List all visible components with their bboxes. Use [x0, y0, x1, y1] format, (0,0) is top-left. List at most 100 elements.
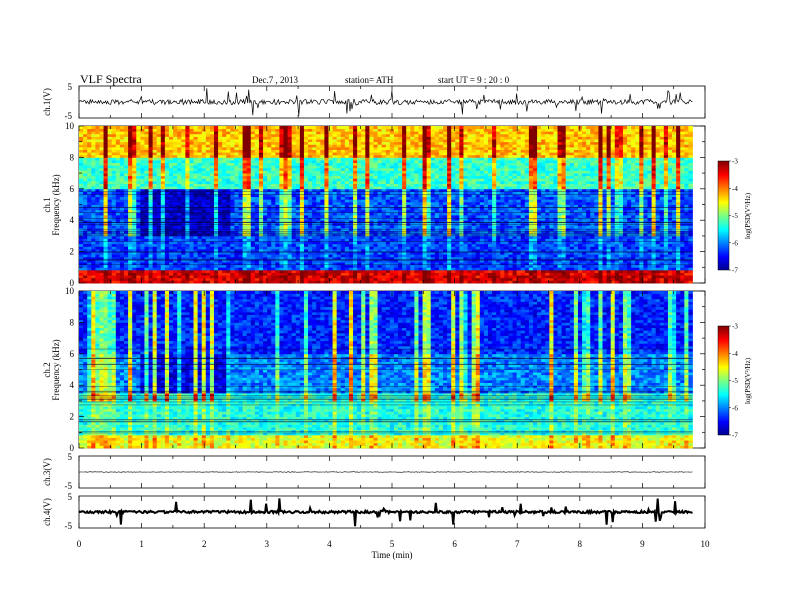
spectrogram-cell	[87, 220, 92, 224]
spectrogram-cell	[373, 259, 378, 263]
spectrogram-cell	[618, 251, 624, 255]
spectrogram-cell	[283, 246, 288, 250]
spectrogram-cell	[291, 214, 297, 218]
spectrogram-cell	[410, 262, 415, 266]
spectrogram-cell	[83, 220, 88, 224]
spectrogram-cell	[123, 248, 129, 252]
spectrogram-cell	[406, 256, 411, 260]
spectrogram-cell	[639, 262, 644, 266]
spectrogram-cell	[663, 196, 669, 200]
spectrogram-cell	[111, 275, 117, 279]
spectrogram-cell	[324, 217, 329, 221]
spectrogram-cell	[132, 238, 137, 242]
spectrogram-cell	[459, 272, 464, 276]
spectrogram-cell	[553, 277, 558, 281]
spectrogram-cell	[610, 235, 616, 239]
spectrogram-cell	[295, 248, 301, 252]
spectrogram-cell	[140, 201, 145, 205]
spectrogram-cell	[209, 267, 215, 271]
spectrogram-cell	[430, 262, 436, 266]
spectrogram-cell	[213, 272, 219, 276]
spectrogram-cell	[209, 201, 215, 205]
spectrogram-cell	[213, 275, 219, 279]
spectrogram-cell	[655, 225, 661, 229]
spectrogram-cell	[557, 248, 562, 252]
spectrogram-cell	[222, 243, 227, 247]
spectrogram-cell	[655, 241, 661, 245]
spectrogram-cell	[545, 235, 550, 239]
spectrogram-cell	[177, 214, 182, 218]
spectrogram-cell	[361, 222, 366, 226]
spectrogram-cell	[639, 246, 644, 250]
spectrogram-cell	[385, 217, 391, 221]
spectrogram-cell	[537, 256, 542, 260]
spectrogram-cell	[91, 235, 96, 239]
spectrogram-cell	[336, 233, 342, 237]
spectrogram-cell	[132, 233, 137, 237]
spectrogram-cell	[426, 214, 432, 218]
spectrogram-cell	[402, 212, 407, 216]
spectrogram-cell	[684, 259, 689, 263]
spectrogram-cell	[655, 199, 661, 203]
spectrogram-cell	[308, 196, 313, 200]
spectrogram-cell	[320, 225, 325, 229]
spectrogram-cell	[144, 248, 149, 252]
spectrogram-cell	[328, 230, 333, 234]
spectrogram-cell	[218, 241, 223, 245]
spectrogram-cell	[569, 230, 575, 234]
spectrogram-cell	[283, 277, 288, 281]
spectrogram-cell	[459, 259, 464, 263]
spectrogram-cell	[684, 207, 689, 211]
spectrogram-cell	[132, 214, 137, 218]
spectrogram-cell	[197, 212, 203, 216]
spectrogram-cell	[361, 246, 366, 250]
spectrogram-cell	[393, 243, 399, 247]
spectrogram-cell	[508, 267, 513, 271]
spectrogram-cell	[218, 207, 223, 211]
spectrogram-cell	[393, 207, 399, 211]
spectrogram-cell	[680, 233, 685, 237]
spectrogram-cell	[250, 256, 256, 260]
spectrogram-cell	[316, 217, 321, 221]
spectrogram-cell	[377, 280, 383, 284]
spectrogram-cell	[389, 204, 395, 208]
spectrogram-cell	[279, 199, 284, 203]
spectrogram-cell	[512, 225, 518, 229]
spectrogram-cell	[520, 248, 526, 252]
spectrogram-cell	[475, 212, 481, 216]
spectrogram-cell	[254, 275, 260, 279]
spectrogram-cell	[291, 267, 297, 271]
spectrogram-cell	[520, 207, 526, 211]
spectrogram-cell	[443, 209, 448, 213]
spectrogram-cell	[573, 230, 579, 234]
spectrogram-cell	[148, 262, 154, 266]
spectrogram-cell	[271, 275, 276, 279]
spectrogram-cell	[263, 243, 268, 247]
spectrogram-cell	[168, 217, 174, 221]
spectrogram-cell	[398, 212, 403, 216]
spectrogram-cell	[328, 262, 333, 266]
spectrogram-cell	[160, 264, 166, 268]
spectrogram-cell	[332, 207, 338, 211]
spectrogram-cell	[234, 233, 239, 237]
spectrogram-cell	[479, 259, 485, 263]
spectrogram-cell	[504, 209, 509, 213]
spectrogram-cell	[492, 238, 497, 242]
spectrogram-cell	[242, 235, 248, 239]
spectrogram-cell	[107, 235, 113, 239]
spectrogram-cell	[303, 235, 309, 239]
spectrogram-cell	[344, 277, 350, 281]
spectrogram-cell	[181, 220, 186, 224]
spectrogram-cell	[500, 238, 505, 242]
spectrogram-cell	[524, 277, 530, 281]
spectrogram-cell	[504, 204, 509, 208]
spectrogram-cell	[496, 238, 501, 242]
spectrogram-cell	[99, 264, 104, 268]
spectrogram-cell	[639, 204, 644, 208]
spectrogram-cell	[275, 275, 280, 279]
spectrogram-cell	[320, 280, 325, 284]
spectrogram-cell	[91, 246, 96, 250]
spectrogram-cell	[688, 220, 693, 224]
spectrogram-cell	[467, 212, 473, 216]
spectrogram-cell	[299, 233, 305, 237]
